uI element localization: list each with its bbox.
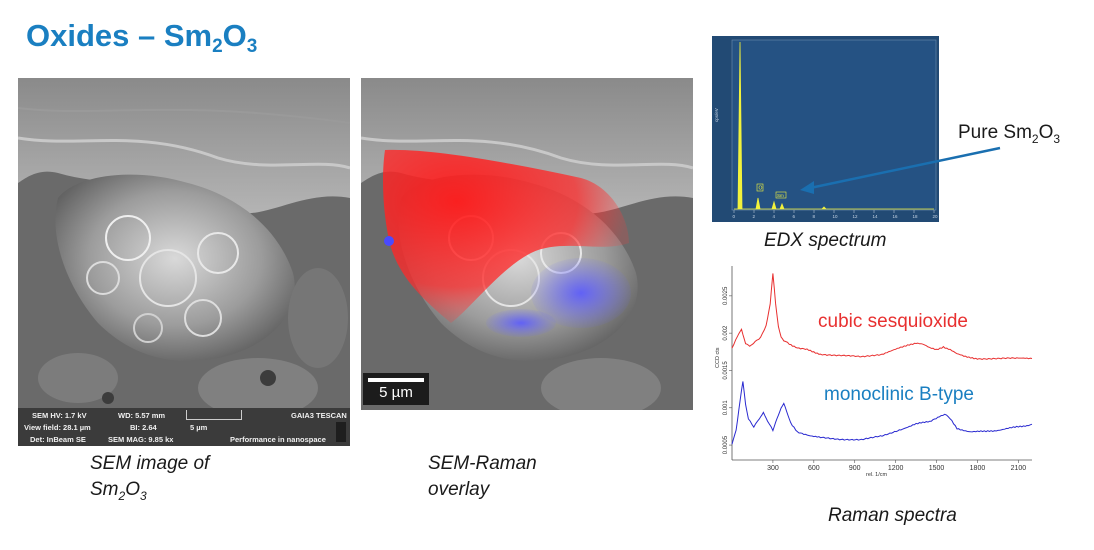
edx-x-tick-label: 2 [753,214,756,219]
edx-x-ticks: 0 2 4 6 8 10 12 14 16 18 20 [733,210,939,219]
sem-view-field: View field: 28.1 µm [24,423,91,432]
raman-x-tick-label: 900 [849,465,861,472]
sem-logo-mark [336,422,346,442]
raman-axes: 300 600 900 1200 1500 1800 2100 0.0005 0.001 0.00… [723,266,1032,472]
sem-mag: SEM MAG: 9.85 kx [108,435,174,444]
sem-det: Det: InBeam SE [30,435,86,444]
edx-ylabel: cps/eV [714,108,719,122]
edx-x-tick-label: 0 [733,214,736,219]
sem-brand: GAIA3 TESCAN [291,411,347,420]
arrow-line [809,146,1001,190]
title-text: Oxides – Sm [26,18,213,53]
scale-bar-line [368,378,424,382]
edx-x-tick-label: 18 [913,214,919,219]
overlay-caption-line1: SEM-Raman [428,453,537,474]
title-subscript-3: 3 [246,36,258,57]
raman-y-tick-label: 0.002 [723,325,729,341]
edx-x-tick-label: 6 [793,214,796,219]
overlay-caption: SEM-Raman overlay [428,451,537,503]
scale-bar-label: 5 µm [379,384,413,401]
sem-info-bar: SEM HV: 1.7 kV WD: 5.57 mm GAIA3 TESCAN … [18,408,350,446]
edx-x-tick-label: 4 [773,214,776,219]
edx-x-tick-label: 10 [833,214,839,219]
sem-micrograph [18,78,350,446]
sem-tagline: Performance in nanospace [230,435,326,444]
title-text-o: O [222,18,247,53]
sem-scale: 5 µm [190,423,208,432]
scale-bar: 5 µm [363,373,429,405]
raman-xlabel: rel. 1/cm [866,472,888,478]
series-label-cubic: cubic sesquioxide [818,311,968,332]
raman-x-tick-label: 1800 [970,465,986,472]
sem-caption-line1: SEM image of [90,453,210,474]
edx-peak-box-sm [775,191,787,199]
edx-x-tick-label: 12 [853,214,859,219]
series-label-monoclinic: monoclinic B-type [824,384,974,405]
sem-caption-line2: Sm2O3 [90,479,147,503]
edx-x-tick-label: 14 [873,214,879,219]
sem-scale-ruler [186,410,242,420]
overlay-caption-line2: overlay [428,479,490,500]
raman-series [731,273,1033,445]
overlay-micrograph [361,78,693,410]
raman-x-tick-label: 600 [808,465,820,472]
arrow-head [800,181,814,194]
raman-y-tick-label: 0.001 [723,400,729,416]
edx-peak-box-o [756,183,764,192]
sem-hv: SEM HV: 1.7 kV [32,411,87,420]
edx-peak-label-o: O [759,186,763,192]
raman-series-line-1 [731,381,1033,445]
edx-plot: cps/eV 0 2 4 6 8 10 12 14 16 18 20 O Sm [714,39,939,219]
sem-image: SEM HV: 1.7 kV WD: 5.57 mm GAIA3 TESCAN … [18,78,350,446]
sem-wd: WD: 5.57 mm [118,411,166,420]
raman-y-tick-label: 0.0005 [723,435,729,454]
sem-caption: SEM image of Sm2O3 [90,451,209,509]
edx-x-tick-label: 16 [893,214,899,219]
sem-raman-overlay: 5 µm [361,78,693,410]
raman-series-line-0 [731,273,1033,360]
edx-caption: EDX spectrum [764,230,887,251]
raman-chart: 300 600 900 1200 1500 1800 2100 0.0005 0.001 0.00… [708,258,1038,486]
edx-x-tick-label: 8 [813,214,816,219]
raman-y-tick-label: 0.0015 [723,361,729,380]
annotation-arrow [800,146,1001,194]
edx-frame [731,39,937,211]
edx-trace [734,41,934,210]
sem-bi: BI: 2.64 [130,423,157,432]
raman-ylabel: CCD cts [715,347,721,368]
raman-y-tick-label: 0.0025 [723,286,729,305]
raman-plot: 300 600 900 1200 1500 1800 2100 0.0005 0.001 0.00… [715,266,1033,478]
edx-peak-label-sm: Sm [777,193,784,198]
raman-caption: Raman spectra [828,505,957,526]
raman-x-tick-label: 1500 [929,465,945,472]
slide-title: Oxides – Sm2O3 [26,18,257,58]
pure-sm2o3-label: Pure Sm2O3 [958,122,1061,146]
edx-x-tick-label: 20 [933,214,939,219]
edx-spectrum: cps/eV 0 2 4 6 8 10 12 14 16 18 20 O Sm [712,36,939,222]
raman-x-tick-label: 1200 [888,465,904,472]
raman-x-tick-label: 2100 [1011,465,1027,472]
raman-x-tick-label: 300 [767,465,779,472]
title-subscript-2: 2 [212,36,223,57]
